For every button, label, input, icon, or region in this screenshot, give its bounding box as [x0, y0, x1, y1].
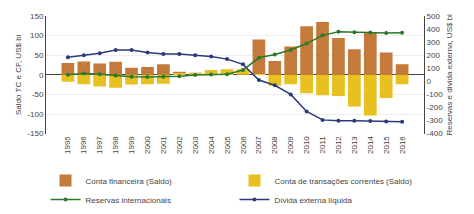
svg-text:1998: 1998 — [111, 136, 120, 154]
svg-text:2016: 2016 — [398, 136, 407, 154]
svg-text:2015: 2015 — [382, 136, 391, 154]
svg-text:300: 300 — [427, 38, 441, 47]
svg-text:2006: 2006 — [239, 136, 248, 154]
svg-text:Reservas e dívida externa, US$: Reservas e dívida externa, US$ bi — [445, 14, 454, 136]
svg-text:100: 100 — [427, 64, 441, 73]
svg-text:500: 500 — [427, 12, 441, 21]
svg-text:2014: 2014 — [366, 136, 375, 154]
svg-text:2005: 2005 — [223, 136, 232, 154]
svg-text:Reservas internacionais: Reservas internacionais — [86, 196, 171, 205]
svg-text:-200: -200 — [427, 103, 444, 112]
svg-text:2013: 2013 — [350, 136, 359, 154]
svg-text:Conta financeira (Saldo): Conta financeira (Saldo) — [86, 177, 173, 186]
svg-text:-100: -100 — [27, 110, 44, 119]
svg-text:2003: 2003 — [191, 136, 200, 154]
svg-text:-50: -50 — [32, 90, 44, 99]
svg-text:2001: 2001 — [159, 136, 168, 154]
svg-text:0: 0 — [427, 77, 432, 86]
svg-text:Conta de transações correntes: Conta de transações correntes (Saldo) — [275, 177, 413, 186]
svg-text:0: 0 — [39, 71, 44, 80]
svg-text:2011: 2011 — [318, 136, 327, 154]
svg-text:Dívida externa líquida: Dívida externa líquida — [275, 196, 353, 205]
svg-text:2008: 2008 — [270, 136, 279, 154]
svg-text:2000: 2000 — [143, 136, 152, 154]
svg-text:1997: 1997 — [95, 136, 104, 154]
svg-text:2010: 2010 — [302, 136, 311, 154]
svg-text:1996: 1996 — [79, 136, 88, 154]
svg-text:-150: -150 — [27, 129, 44, 138]
svg-text:2009: 2009 — [286, 136, 295, 154]
svg-text:1995: 1995 — [64, 136, 73, 154]
svg-text:150: 150 — [30, 12, 44, 21]
svg-text:2012: 2012 — [334, 136, 343, 154]
svg-text:50: 50 — [34, 51, 43, 60]
svg-text:100: 100 — [30, 31, 44, 40]
svg-text:-400: -400 — [427, 129, 444, 138]
svg-text:1999: 1999 — [127, 136, 136, 154]
svg-text:-300: -300 — [427, 116, 444, 125]
svg-text:400: 400 — [427, 25, 441, 34]
svg-text:2007: 2007 — [254, 136, 263, 154]
svg-text:-100: -100 — [427, 90, 444, 99]
svg-text:Saldo TC e CF, US$ bi: Saldo TC e CF, US$ bi — [14, 34, 23, 115]
svg-text:2002: 2002 — [175, 136, 184, 154]
svg-text:200: 200 — [427, 51, 441, 60]
svg-text:2004: 2004 — [207, 136, 216, 154]
